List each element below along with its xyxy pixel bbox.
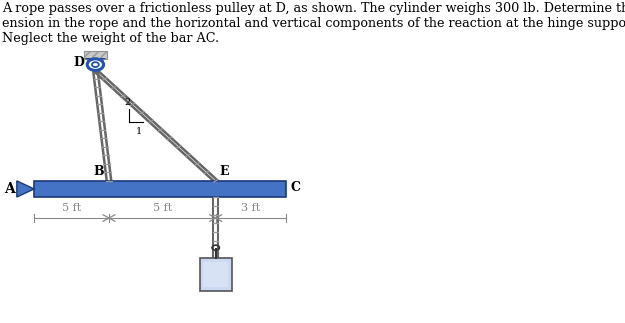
- Text: 2: 2: [124, 99, 130, 108]
- Bar: [84, 51, 107, 59]
- Text: A rope passes over a frictionless pulley at D, as shown. The cylinder weighs 300: A rope passes over a frictionless pulley…: [2, 2, 625, 45]
- Bar: [34, 181, 286, 197]
- Circle shape: [92, 62, 99, 67]
- Bar: [200, 258, 232, 291]
- Text: B: B: [94, 165, 104, 178]
- Text: 3 ft: 3 ft: [241, 203, 261, 213]
- Text: D: D: [73, 57, 84, 69]
- Text: 1: 1: [136, 127, 142, 136]
- Text: 5 ft: 5 ft: [152, 203, 172, 213]
- Circle shape: [88, 59, 104, 70]
- Text: 5 ft: 5 ft: [62, 203, 81, 213]
- Text: C: C: [291, 181, 301, 194]
- Bar: [204, 262, 228, 287]
- Polygon shape: [86, 59, 106, 63]
- Text: A: A: [4, 182, 14, 196]
- Polygon shape: [17, 181, 34, 197]
- Bar: [84, 51, 107, 59]
- Text: E: E: [219, 165, 229, 178]
